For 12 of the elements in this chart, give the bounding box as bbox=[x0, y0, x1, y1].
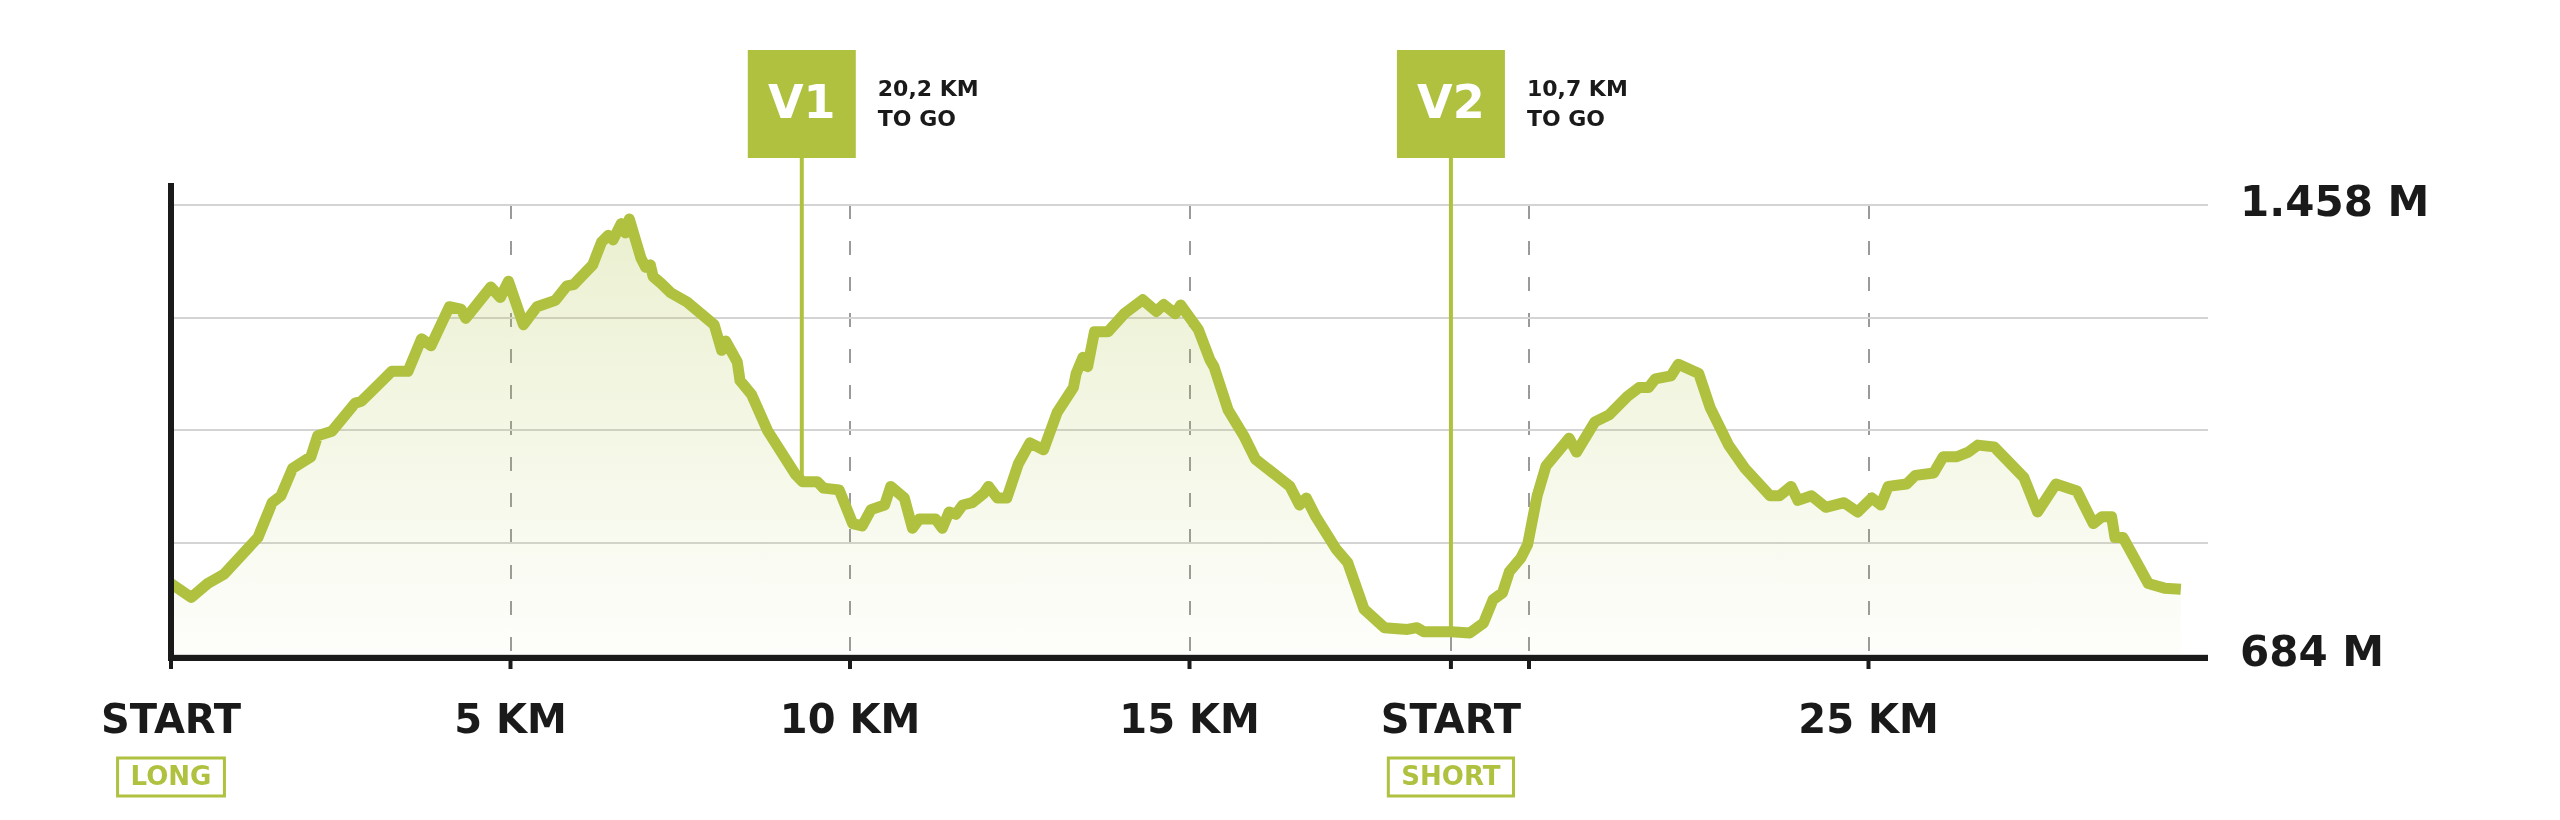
x-tick-label: 5 KM bbox=[454, 696, 567, 743]
x-tick-label: 25 KM bbox=[1798, 696, 1939, 743]
text: 10,7 KM TO GO bbox=[1526, 75, 1628, 131]
ref-line-label: V1 bbox=[767, 74, 836, 129]
ref-line-label: V2 bbox=[1417, 74, 1485, 129]
x-tick-label: START SHORT bbox=[1380, 696, 1522, 791]
y-tick-label: 1.458 M bbox=[2240, 176, 2430, 226]
x-tick-label: 15 KM bbox=[1119, 696, 1260, 743]
x-tick-label: START LONG bbox=[100, 696, 242, 791]
text: 20,2 KM TO GO bbox=[877, 75, 979, 131]
x-tick-label: 10 KM bbox=[779, 696, 921, 743]
y-tick-label: 684 M bbox=[2240, 626, 2385, 676]
